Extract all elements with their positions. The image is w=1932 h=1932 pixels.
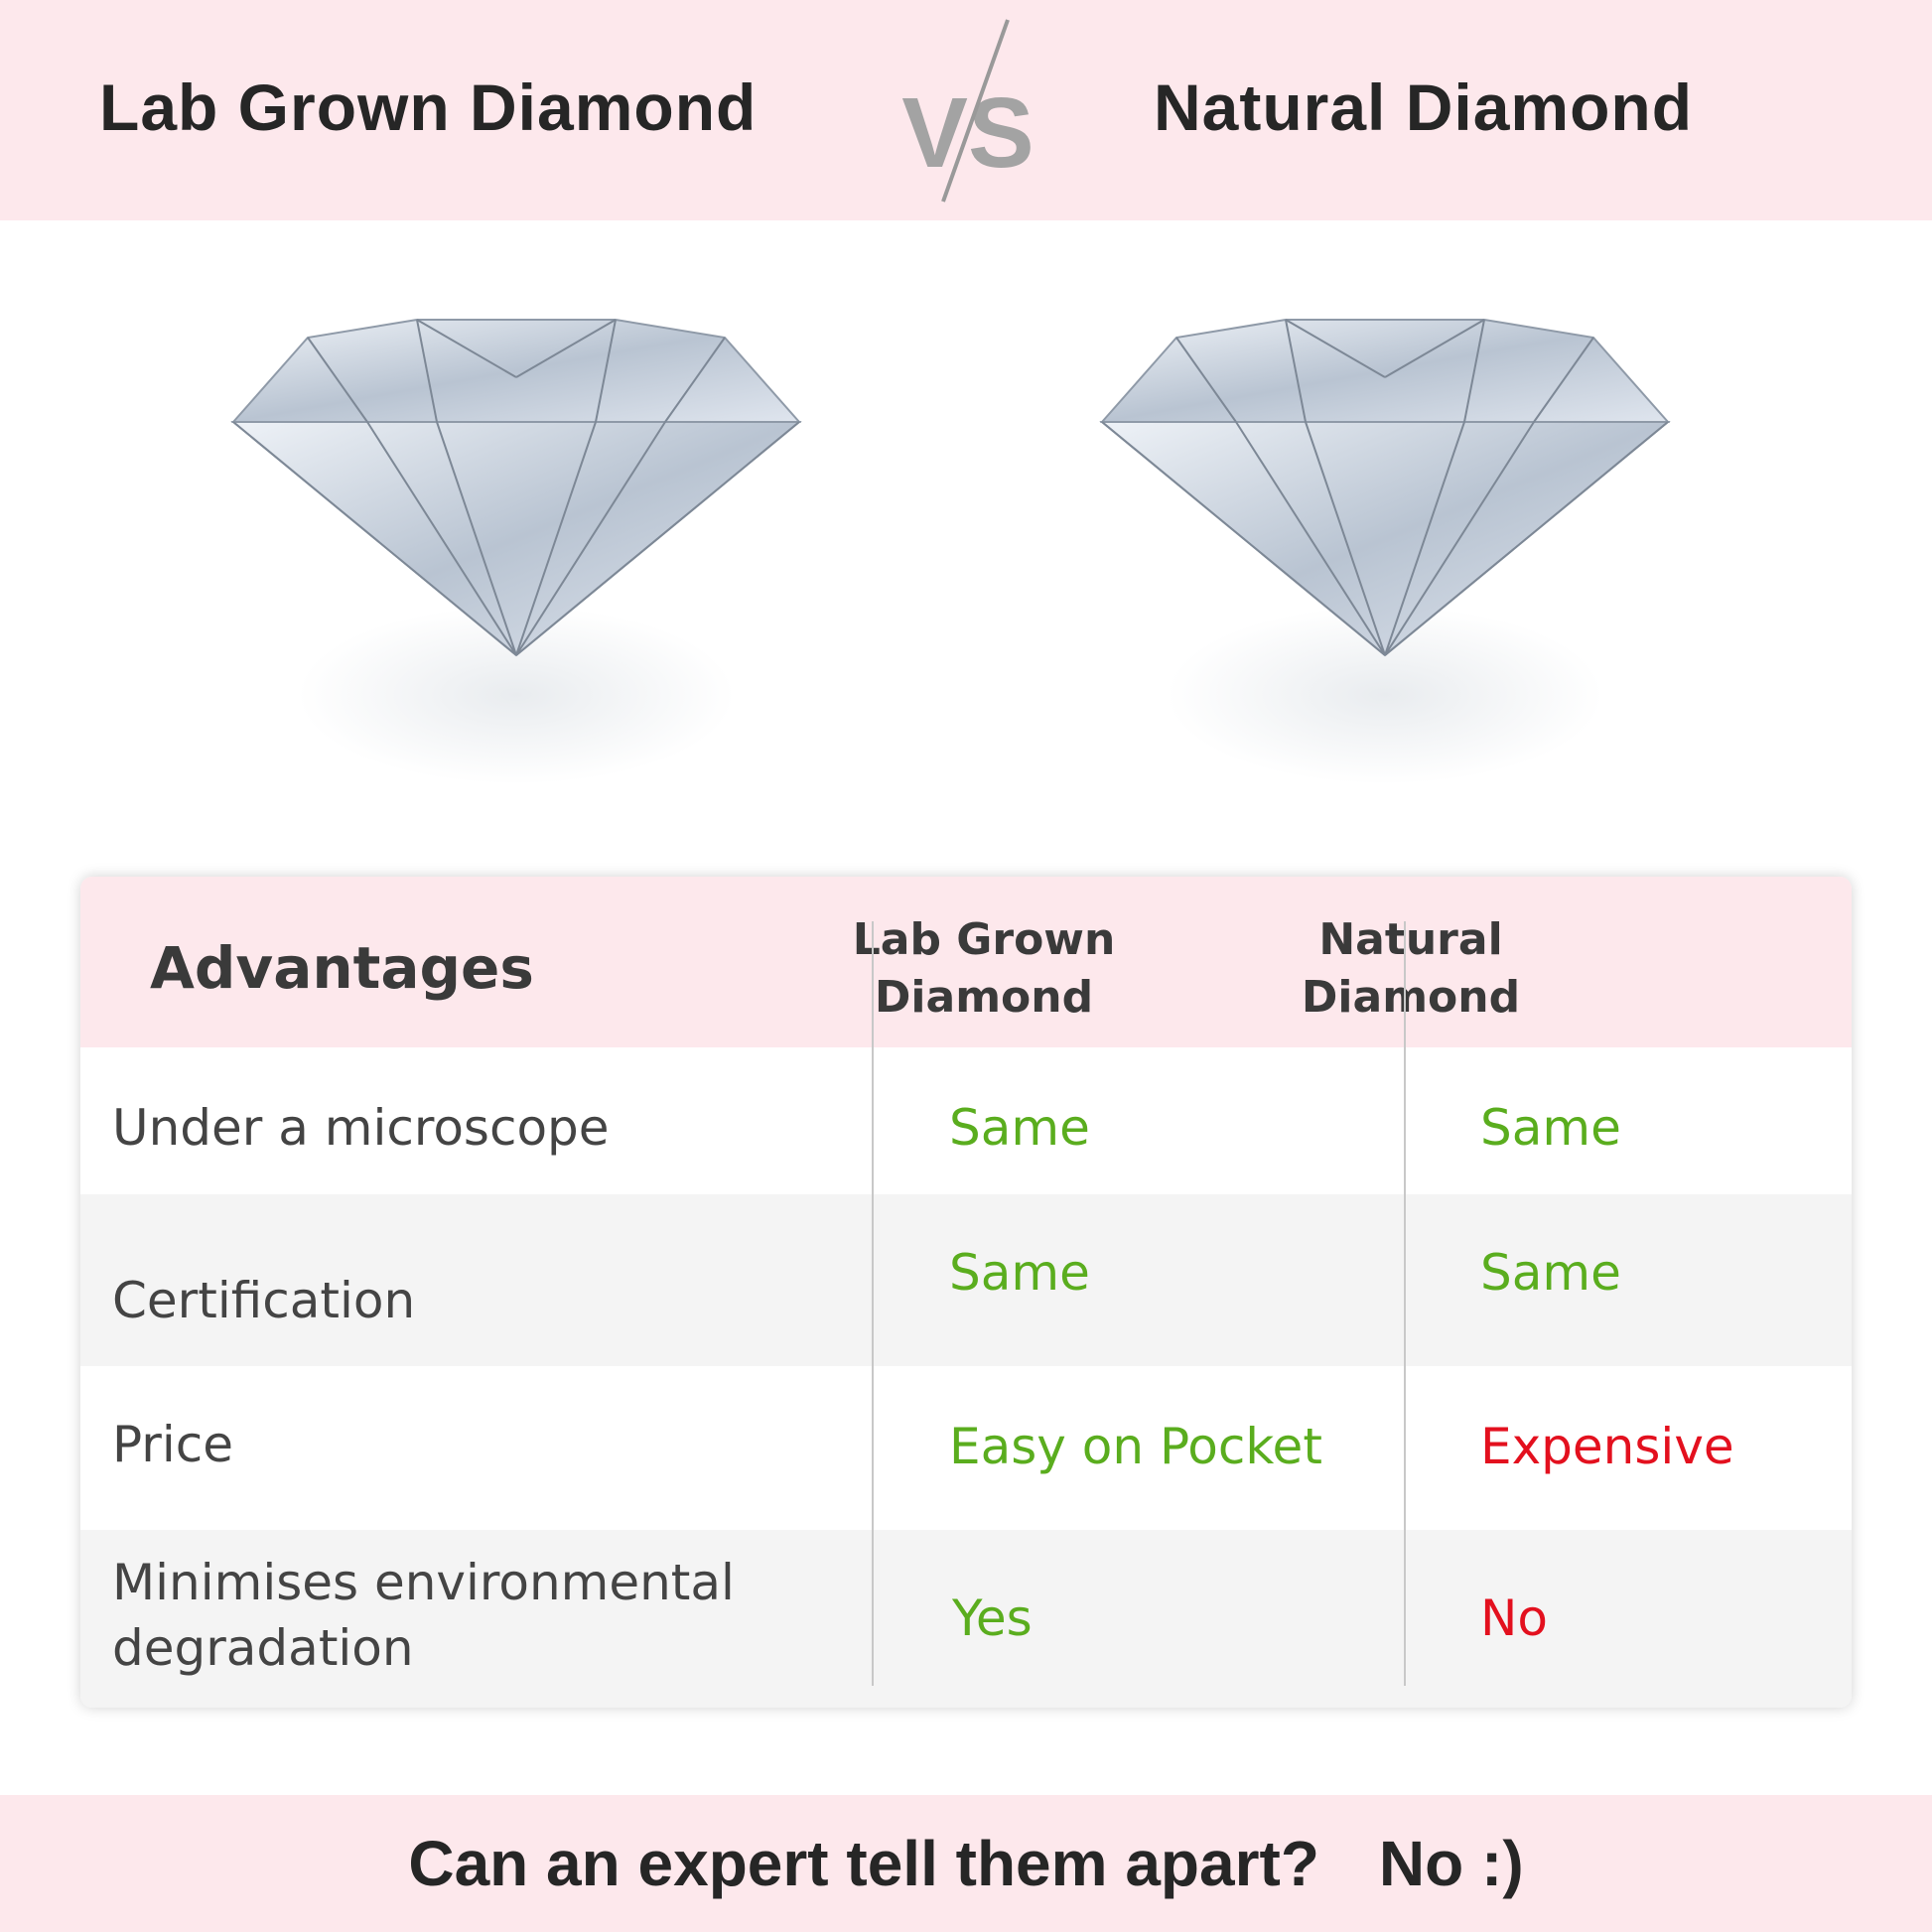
table-row: Under a microscope Same Same <box>80 1047 1852 1194</box>
table-header-row: Advantages Lab Grown Diamond Natural Dia… <box>80 877 1852 1047</box>
diamond-reflection <box>1167 606 1603 784</box>
natural-title: Natural Diamond <box>1154 70 1694 144</box>
row-label: Price <box>112 1416 233 1473</box>
column-divider <box>1404 921 1406 1686</box>
diamond-facet <box>416 319 438 423</box>
diamond-facet <box>515 421 597 656</box>
diamond-facet <box>595 319 617 423</box>
natural-value: Expensive <box>1480 1418 1734 1475</box>
diamond-facet <box>1175 337 1237 423</box>
diamond-facet <box>307 337 368 423</box>
diamond-facet <box>1533 337 1594 423</box>
lab-grown-title: Lab Grown Diamond <box>99 70 758 144</box>
diamond-facet <box>515 421 800 656</box>
diamond-facet <box>1285 319 1307 423</box>
diamond-crown <box>1099 319 1671 423</box>
header-band: Lab Grown Diamond VS Natural Diamond <box>0 0 1932 220</box>
table-row: Certification Same Same <box>80 1194 1852 1366</box>
diamond-facet <box>1384 421 1465 656</box>
footer-answer: No :) <box>1378 1828 1524 1899</box>
diamond-facet <box>664 337 726 423</box>
diamond-facet <box>1305 421 1386 656</box>
table-row: Minimises environmental degradation Yes … <box>80 1530 1852 1708</box>
diamond-facet <box>1463 319 1485 423</box>
diamond-facet <box>1384 421 1669 656</box>
diamond-facet <box>232 421 517 656</box>
row-label: Under a microscope <box>112 1099 610 1157</box>
table-row: Price Easy on Pocket Expensive <box>80 1366 1852 1530</box>
lab-value: Yes <box>952 1589 1033 1647</box>
diamond-pavilion <box>230 421 802 657</box>
diamond-facet <box>1235 421 1386 656</box>
diamond-facet <box>436 421 517 656</box>
lab-value: Same <box>949 1099 1090 1157</box>
diamond-facet <box>366 421 517 656</box>
lab-value: Same <box>949 1244 1090 1302</box>
diamond-facet <box>1384 421 1535 656</box>
diamond-reflection <box>298 606 735 784</box>
lab-value: Easy on Pocket <box>949 1418 1322 1475</box>
row-label: Minimises environmental degradation <box>112 1554 735 1677</box>
footer-question: Can an expert tell them apart? <box>408 1828 1319 1899</box>
lab-grown-diamond-image <box>230 319 802 784</box>
vs-slash <box>941 19 1010 203</box>
diamond-facet <box>416 319 517 378</box>
natural-diamond-image <box>1099 319 1671 784</box>
diamond-crown <box>230 319 802 423</box>
diamond-facet <box>1101 421 1386 656</box>
header-natural: Natural Diamond <box>1301 914 1521 1023</box>
footer-band: Can an expert tell them apart? No :) <box>0 1795 1932 1932</box>
diamond-facet <box>515 319 617 378</box>
diamond-facet <box>515 421 666 656</box>
header-advantages: Advantages <box>150 934 534 1002</box>
natural-value: Same <box>1480 1099 1621 1157</box>
row-label: Certification <box>112 1272 416 1329</box>
diamond-facet <box>1285 319 1386 378</box>
vs-logo: VS <box>901 19 1035 203</box>
header-lab-grown: Lab Grown Diamond <box>852 914 1116 1023</box>
diamond-pavilion <box>1099 421 1671 657</box>
natural-value: Same <box>1480 1244 1621 1302</box>
natural-value: No <box>1480 1589 1548 1647</box>
comparison-table: Advantages Lab Grown Diamond Natural Dia… <box>80 877 1852 1708</box>
column-divider <box>872 921 874 1686</box>
diamond-facet <box>1384 319 1485 378</box>
